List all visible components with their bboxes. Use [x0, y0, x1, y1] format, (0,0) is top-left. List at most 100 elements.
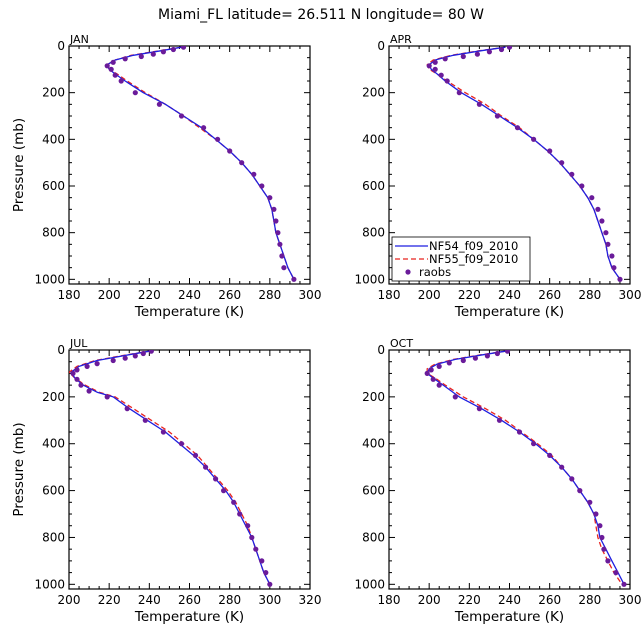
raobs-point [569, 476, 575, 482]
raobs-point [108, 66, 114, 72]
panel-apr: 180 200 220 240 260 280 300 0 200 400 600 800 1000 AP… [354, 33, 641, 320]
y-tick-label: 600 [42, 179, 65, 193]
x-axis-label: Temperature (K) [454, 609, 564, 625]
raobs-point [275, 230, 281, 236]
x-tick-label: 260 [538, 593, 561, 607]
y-tick-label: 1000 [34, 272, 65, 286]
legend-label: NF54_f09_2010 [429, 239, 518, 253]
x-tick-label: 200 [98, 288, 121, 302]
raobs-point [531, 136, 537, 142]
series-line-nf54-f09-2010 [70, 350, 271, 585]
y-tick-label: 200 [362, 390, 385, 404]
raobs-point [432, 66, 438, 72]
x-tick-label: 200 [418, 593, 441, 607]
series-group [424, 350, 627, 587]
raobs-point [180, 46, 187, 50]
raobs-point [279, 253, 285, 259]
legend-label: NF55_f09_2010 [429, 252, 518, 266]
raobs-point [148, 350, 154, 354]
raobs-point [611, 265, 617, 271]
raobs-point [74, 376, 80, 382]
series-line-nf55-f09-2010 [106, 46, 295, 280]
raobs-point [494, 113, 500, 119]
legend-item-nf54-f09-2010: NF54_f09_2010 [395, 239, 518, 253]
raobs-point [579, 183, 585, 189]
raobs-point [494, 350, 500, 357]
raobs-point [267, 581, 273, 587]
raobs-point [613, 570, 619, 576]
x-tick-label: 180 [378, 593, 401, 607]
x-axis-label: Temperature (K) [134, 304, 244, 320]
x-tick-label: 260 [178, 593, 201, 607]
raobs-point [122, 355, 128, 361]
raobs-point [239, 160, 245, 166]
raobs-point [138, 53, 144, 60]
raobs-point [245, 523, 251, 529]
raobs-point [589, 195, 595, 201]
raobs-point [231, 499, 237, 505]
raobs-point [160, 49, 166, 55]
raobs-point [201, 125, 207, 131]
raobs-point [559, 464, 565, 470]
series-group [104, 46, 297, 282]
raobs-point [74, 367, 80, 373]
y-tick-label: 600 [42, 484, 65, 498]
raobs-point [476, 101, 482, 107]
raobs-point [547, 452, 553, 458]
y-tick-label: 200 [42, 390, 65, 404]
raobs-point [456, 90, 462, 96]
y-tick-label: 200 [362, 86, 385, 100]
raobs-point [263, 570, 269, 576]
raobs-point [237, 511, 243, 517]
raobs-point [192, 452, 199, 458]
raobs-point [603, 230, 609, 236]
panel-label: JUL [69, 337, 88, 350]
y-tick-label: 600 [362, 179, 385, 193]
x-tick-label: 200 [418, 288, 441, 302]
raobs-point [221, 488, 227, 494]
x-tick-label: 280 [258, 288, 281, 302]
raobs-point [110, 357, 116, 364]
raobs-point [436, 363, 442, 369]
raobs-point [516, 429, 523, 435]
x-tick-label: 220 [458, 288, 481, 302]
raobs-point [156, 101, 162, 107]
legend-swatch [405, 269, 411, 275]
x-tick-label: 280 [218, 593, 241, 607]
panel-oct: 180 200 220 240 260 280 300 0 200 400 600 800 1000 OC… [354, 337, 641, 625]
raobs-point [249, 534, 255, 541]
raobs-point [442, 56, 448, 62]
y-tick-label: 400 [42, 437, 65, 451]
raobs-point [142, 417, 148, 423]
raobs-point [605, 558, 611, 564]
raobs-point [132, 353, 138, 359]
raobs-point [227, 148, 233, 154]
raobs-point [446, 360, 452, 366]
raobs-point [595, 206, 601, 212]
raobs-point [178, 113, 185, 119]
raobs-point [213, 476, 219, 482]
raobs-point [132, 90, 138, 96]
raobs-point [170, 46, 176, 53]
raobs-point [178, 441, 185, 447]
x-tick-label: 300 [619, 593, 642, 607]
raobs-point [531, 441, 537, 447]
raobs-point [259, 183, 265, 189]
raobs-point [291, 276, 297, 282]
raobs-point [84, 363, 90, 369]
panel-jul: 200 220 240 260 280 300 320 0 200 400 600 800 1000 JU… [11, 337, 321, 625]
raobs-point [460, 357, 466, 364]
x-tick-label: 240 [498, 288, 521, 302]
raobs-point [150, 51, 156, 57]
x-tick-label: 260 [218, 288, 241, 302]
raobs-point [504, 350, 511, 354]
x-tick-label: 320 [299, 593, 322, 607]
raobs-point [569, 171, 575, 177]
x-axis-label: Temperature (K) [134, 609, 244, 625]
x-tick-label: 240 [178, 288, 201, 302]
raobs-point [577, 488, 583, 494]
raobs-point [474, 51, 480, 57]
x-axis-label: Temperature (K) [454, 304, 564, 320]
raobs-point [251, 171, 257, 177]
